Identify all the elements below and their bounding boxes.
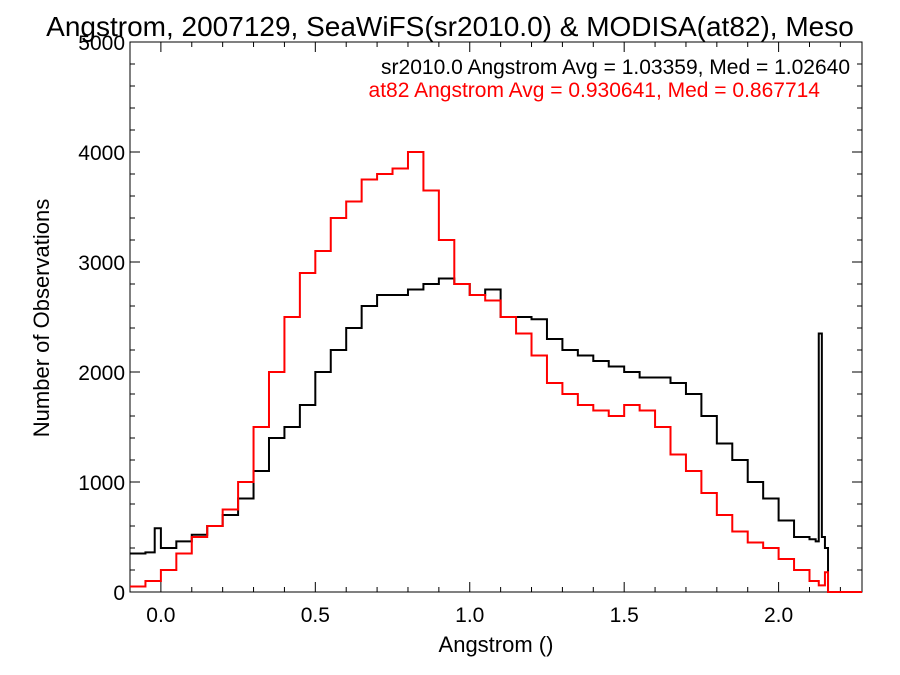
series-sr2010-line <box>130 277 862 593</box>
y-axis-label: Number of Observations <box>29 199 54 437</box>
x-axis-label: Angstrom () <box>439 632 554 657</box>
chart-title: Angstrom, 2007129, SeaWiFS(sr2010.0) & M… <box>46 11 854 42</box>
x-tick-label: 1.5 <box>610 604 639 627</box>
plot-frame <box>129 41 863 593</box>
x-tick-label: 1.0 <box>455 604 484 627</box>
plot-border <box>129 41 863 593</box>
y-tick-label: 1000 <box>78 472 125 495</box>
y-axis: 0 1000 2000 3000 4000 5000 <box>78 32 862 605</box>
annotation-sr2010: sr2010.0 Angstrom Avg = 1.03359, Med = 1… <box>381 56 850 79</box>
annotation-at82: at82 Angstrom Avg = 0.930641, Med = 0.86… <box>369 79 821 102</box>
x-tick-label: 0.5 <box>301 604 330 627</box>
y-tick-label: 3000 <box>78 252 125 275</box>
y-tick-label: 2000 <box>78 362 125 385</box>
x-axis: 0.0 0.5 1.0 1.5 2.0 <box>129 42 841 627</box>
y-tick-label: 4000 <box>78 142 125 165</box>
series-at82-line <box>130 151 862 593</box>
series-layer <box>130 151 862 593</box>
x-tick-label: 0.0 <box>146 604 175 627</box>
y-tick-label: 5000 <box>78 32 125 55</box>
x-tick-label: 2.0 <box>764 604 793 627</box>
y-tick-label: 0 <box>113 582 125 605</box>
